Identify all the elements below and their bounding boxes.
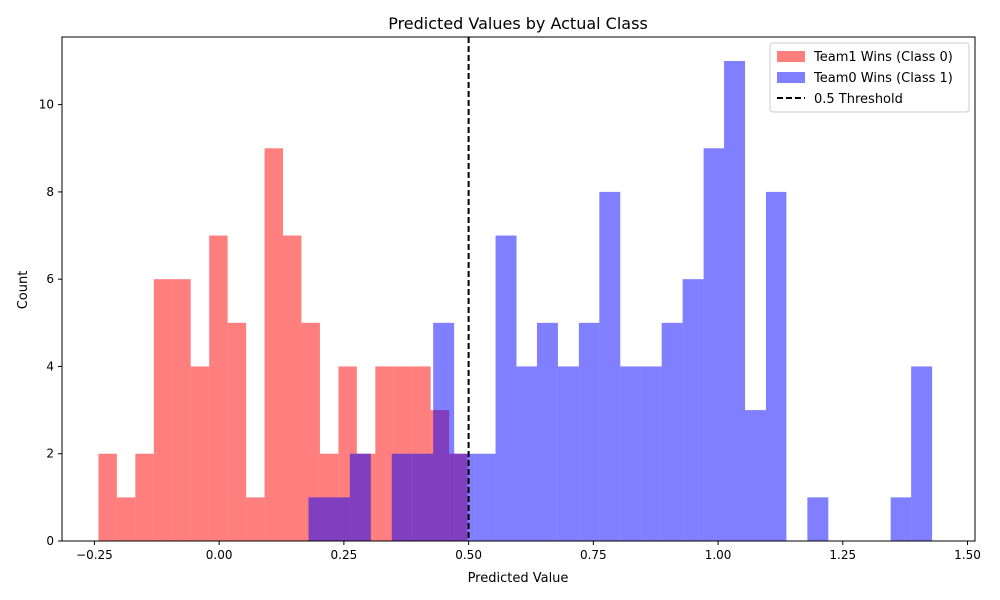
histogram-bar-series-1 xyxy=(328,497,350,541)
histogram-bar-series-1 xyxy=(765,191,787,541)
histogram-bar-series-1 xyxy=(349,453,371,541)
histogram-bar-series-1 xyxy=(599,191,621,541)
histogram-bar-series-1 xyxy=(703,148,725,542)
histogram-bar-series-0 xyxy=(172,279,191,541)
x-axis-label: Predicted Value xyxy=(468,571,569,586)
axes-layer: −0.25 0.00 0.25 0.50 0.75 1.00 1.25 1.50 0 2 4 6 8 10 xyxy=(39,36,981,562)
histogram-bar-series-1 xyxy=(911,366,933,541)
histogram-bar-series-1 xyxy=(516,366,537,541)
histogram-bar-series-1 xyxy=(724,61,746,541)
histogram-bar-series-1 xyxy=(807,497,829,541)
histogram-bar-series-1 xyxy=(620,366,642,541)
x-tick-label: 1.50 xyxy=(954,548,981,562)
legend: Team1 Wins (Class 0) Team0 Wins (Class 1)… xyxy=(769,42,970,113)
bars-layer xyxy=(98,61,933,542)
histogram-bar-series-1 xyxy=(578,322,600,541)
histogram-bar-series-1 xyxy=(308,497,329,541)
histogram-bar-series-0 xyxy=(135,453,154,541)
y-tick-label: 8 xyxy=(46,185,54,199)
y-tick-label: 6 xyxy=(46,272,54,286)
histogram-bar-series-1 xyxy=(536,322,558,541)
histogram-bar-series-1 xyxy=(641,366,662,541)
x-tick-label: 0.00 xyxy=(206,548,233,562)
histogram-bar-series-0 xyxy=(375,366,394,541)
x-tick-label: 0.25 xyxy=(331,548,358,562)
y-tick-label: 4 xyxy=(46,359,54,373)
histogram-bar-series-0 xyxy=(153,279,173,541)
histogram-bar-series-1 xyxy=(391,453,413,541)
histogram-bar-series-0 xyxy=(301,322,320,541)
x-tick-label: 1.25 xyxy=(829,548,856,562)
legend-label-series-0: Team1 Wins (Class 0) xyxy=(813,50,953,65)
histogram-bar-series-0 xyxy=(227,322,247,541)
histogram-bar-series-1 xyxy=(433,322,455,541)
histogram-bar-series-0 xyxy=(246,497,265,541)
histogram-bar-series-1 xyxy=(557,366,579,541)
histogram-bar-series-1 xyxy=(412,453,434,541)
y-tick-label: 2 xyxy=(46,447,54,461)
histogram-bar-series-0 xyxy=(283,235,302,541)
histogram-bar-series-1 xyxy=(745,410,766,541)
x-tick-label: 0.50 xyxy=(455,548,482,562)
histogram-bar-series-1 xyxy=(682,279,704,541)
histogram-bar-series-1 xyxy=(474,453,496,541)
histogram-bar-series-0 xyxy=(264,148,284,542)
chart-title: Predicted Values by Actual Class xyxy=(388,14,648,33)
histogram-bar-series-1 xyxy=(890,497,912,541)
histogram-bar-series-0 xyxy=(116,497,136,541)
plot-frame xyxy=(61,36,976,542)
legend-label-threshold: 0.5 Threshold xyxy=(814,92,903,107)
x-tick-label: 0.75 xyxy=(580,548,607,562)
histogram-bar-series-1 xyxy=(454,453,475,541)
histogram-bar-series-0 xyxy=(209,235,228,541)
legend-label-series-1: Team0 Wins (Class 1) xyxy=(813,71,953,86)
histogram-bar-series-1 xyxy=(661,322,683,541)
histogram-bar-series-1 xyxy=(495,235,517,541)
legend-box xyxy=(769,42,970,113)
y-axis-label: Count xyxy=(16,271,31,310)
histogram-bar-series-0 xyxy=(190,366,210,541)
legend-swatch-series-1 xyxy=(777,72,805,83)
y-tick-label: 0 xyxy=(46,534,54,548)
legend-swatch-series-0 xyxy=(777,51,805,62)
x-tick-label: 1.00 xyxy=(705,548,732,562)
y-tick-label: 10 xyxy=(39,98,54,112)
x-tick-label: −0.25 xyxy=(76,548,113,562)
histogram-bar-series-0 xyxy=(98,453,117,541)
